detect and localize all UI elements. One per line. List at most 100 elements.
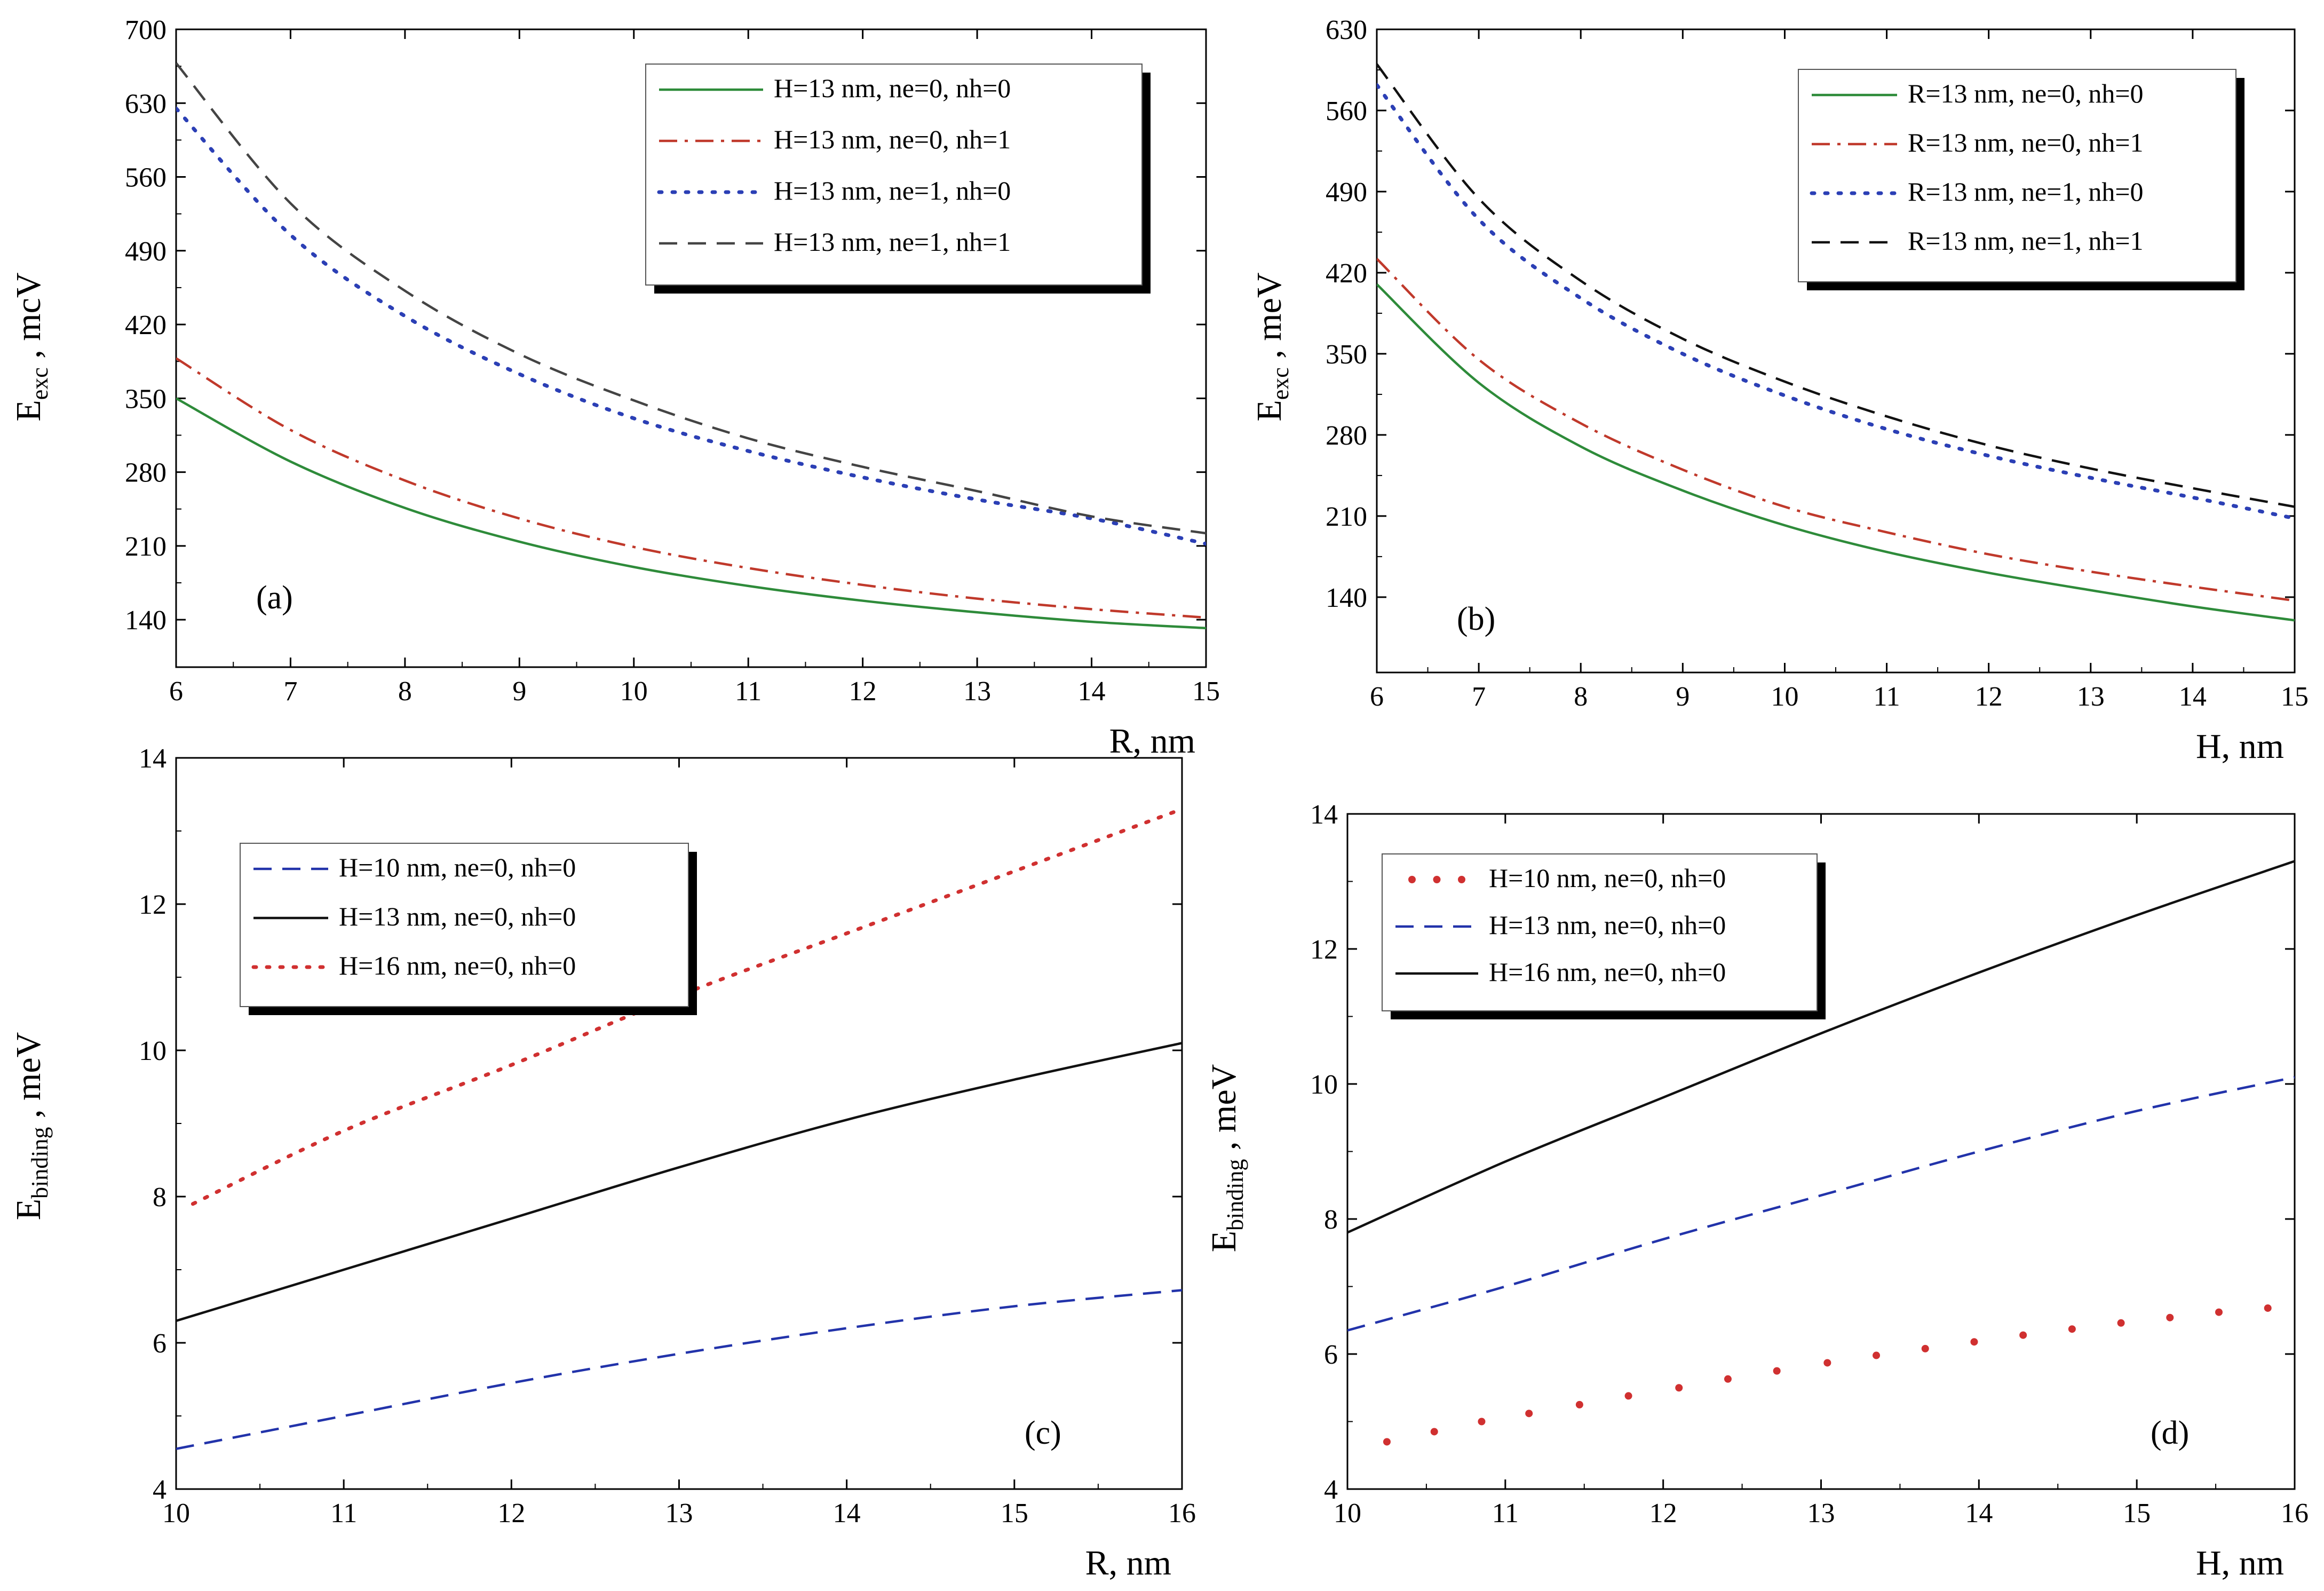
- series-1-point: [1525, 1410, 1533, 1418]
- y-tick-label: 4: [1324, 1475, 1338, 1505]
- x-axis-label: H, nm: [2196, 1543, 2284, 1582]
- x-tick-label: 13: [2077, 682, 2105, 712]
- legend-entry: H=13 nm, ne=0, nh=0: [1489, 910, 1726, 940]
- x-tick-label: 7: [283, 676, 297, 707]
- y-tick-label: 140: [1326, 583, 1367, 613]
- x-tick-label: 10: [620, 676, 648, 707]
- y-tick-label: 350: [1326, 339, 1367, 370]
- x-tick-label: 11: [735, 676, 762, 707]
- y-axis-label-sub: binding: [27, 1127, 53, 1199]
- y-tick-label: 6: [153, 1328, 166, 1359]
- y-tick-label: 8: [1324, 1205, 1338, 1235]
- series-1-point: [1478, 1418, 1486, 1426]
- panel-c: 10 11 12 13 14 15 16 4 6 8 10 12 14 R, nm Ebinding , m…: [9, 743, 1196, 1582]
- y-tick-label: 210: [1326, 502, 1367, 532]
- legend-entry: H=13 nm, ne=0, nh=1: [774, 124, 1011, 154]
- series-2-line: [176, 357, 1206, 619]
- y-tick-label: 490: [125, 236, 166, 267]
- series-1-point: [1970, 1338, 1978, 1346]
- series-1-point: [2019, 1331, 2027, 1339]
- x-tick-label: 9: [1676, 682, 1690, 712]
- legend-box: [240, 843, 689, 1007]
- panel-label: (c): [1025, 1415, 1061, 1451]
- series-1-point: [1873, 1351, 1881, 1359]
- y-axis-label: Eexc , meV: [1250, 272, 1294, 421]
- legend-marker: [1433, 876, 1441, 883]
- y-axis-label-unit: , meV: [1250, 272, 1289, 367]
- series-1-point: [2264, 1304, 2272, 1312]
- y-tick-label: 10: [139, 1036, 166, 1066]
- x-tick-label: 14: [833, 1498, 861, 1529]
- y-tick-label: 210: [125, 532, 166, 562]
- series-1-point: [1575, 1400, 1583, 1408]
- legend-entry: H=13 nm, ne=0, nh=0: [774, 73, 1011, 103]
- panel-a: 6 7 8 9 10 11 12 13 14 15 140 210 280 350 420 490 560 630…: [9, 15, 1220, 761]
- x-tick-label: 13: [963, 676, 991, 707]
- y-axis-label: Ebinding , meV: [1204, 1064, 1248, 1253]
- panel-d: 10 11 12 13 14 15 16 4 6 8 10 12 14 H, nm Ebinding , m…: [1204, 800, 2309, 1582]
- x-tick-label: 16: [1168, 1498, 1196, 1529]
- y-tick-label: 700: [125, 15, 166, 45]
- x-tick-label: 10: [1334, 1498, 1361, 1529]
- x-tick-label: 15: [1192, 676, 1220, 707]
- series-1-line: [176, 1289, 1182, 1450]
- x-tick-label: 11: [1874, 682, 1900, 712]
- x-tick-label: 8: [398, 676, 412, 707]
- legend-entry: H=16 nm, ne=0, nh=0: [339, 951, 576, 980]
- y-axis-label-sub: binding: [1222, 1159, 1248, 1231]
- legend-entry: H=16 nm, ne=0, nh=0: [1489, 957, 1726, 987]
- series-1-point: [1430, 1428, 1438, 1436]
- y-axis-label-unit: , meV: [9, 1032, 48, 1127]
- legend-entry: H=13 nm, ne=0, nh=0: [339, 901, 576, 931]
- y-tick-label: 420: [125, 310, 166, 341]
- y-tick-label: 14: [139, 743, 166, 774]
- x-tick-label: 14: [1078, 676, 1106, 707]
- legend-entry: H=13 nm, ne=1, nh=0: [774, 176, 1011, 205]
- series-1-point: [1921, 1344, 1929, 1352]
- legend-entry: H=10 nm, ne=0, nh=0: [1489, 863, 1726, 893]
- x-tick-label: 11: [330, 1498, 357, 1529]
- series-1-line: [176, 397, 1206, 630]
- x-tick-label: 15: [1001, 1498, 1028, 1529]
- legend-marker: [1408, 876, 1416, 883]
- x-tick-label: 10: [1771, 682, 1798, 712]
- series-1-point: [1624, 1392, 1632, 1400]
- x-axis-label: R, nm: [1085, 1543, 1171, 1582]
- x-tick-label: 8: [1574, 682, 1588, 712]
- y-axis-label-unit: , meV: [1204, 1064, 1243, 1159]
- y-tick-label: 10: [1310, 1070, 1338, 1100]
- y-tick-label: 280: [1326, 421, 1367, 451]
- legend-box: [1798, 69, 2236, 282]
- panel-label: (b): [1457, 601, 1495, 637]
- y-tick-label: 14: [1310, 800, 1338, 830]
- y-tick-label: 140: [125, 605, 166, 636]
- series-1-point: [1724, 1375, 1732, 1383]
- y-tick-label: 280: [125, 458, 166, 488]
- series-2-line: [176, 1042, 1182, 1323]
- x-tick-label: 11: [1492, 1498, 1519, 1529]
- panel-label: (d): [2151, 1415, 2189, 1451]
- x-tick-label: 12: [1649, 1498, 1677, 1529]
- series-1-point: [1675, 1384, 1683, 1392]
- y-tick-label: 420: [1326, 258, 1367, 289]
- y-tick-label: 350: [125, 384, 166, 414]
- series-2-line: [1377, 258, 2295, 602]
- y-axis-label-sub: exc: [1267, 367, 1294, 400]
- series-1-point: [2068, 1325, 2076, 1333]
- series-1-point: [1823, 1359, 1831, 1367]
- x-tick-label: 16: [2281, 1498, 2309, 1529]
- legend-box: [1382, 853, 1818, 1011]
- series-3-line: [1347, 860, 2295, 1234]
- y-tick-label: 12: [139, 890, 166, 920]
- y-axis-label: Eexc , mcV: [9, 272, 53, 421]
- y-tick-label: 4: [153, 1475, 166, 1505]
- x-tick-label: 12: [497, 1498, 525, 1529]
- y-axis-label-main: E: [1204, 1231, 1243, 1252]
- y-tick-label: 560: [1326, 96, 1367, 126]
- x-tick-label: 14: [2179, 682, 2207, 712]
- series-3-line: [176, 106, 1206, 546]
- legend-entry: H=13 nm, ne=1, nh=1: [774, 227, 1011, 257]
- y-axis-label-main: E: [1250, 400, 1289, 421]
- y-tick-label: 6: [1324, 1340, 1338, 1370]
- legend-entry: R=13 nm, ne=0, nh=0: [1908, 78, 2144, 108]
